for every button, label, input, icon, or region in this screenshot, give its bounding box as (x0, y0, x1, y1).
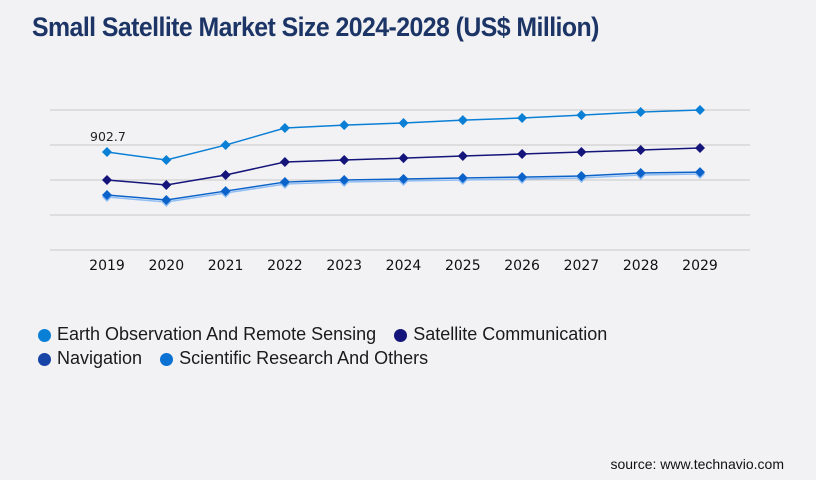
x-tick-label: 2024 (386, 258, 422, 274)
data-point-marker (635, 168, 646, 179)
series-navigation (102, 167, 705, 205)
data-point-marker (339, 175, 350, 185)
data-point-marker (102, 147, 112, 158)
legend-label: Satellite Communication (413, 323, 608, 344)
data-point-marker (161, 155, 172, 166)
data-point-marker (339, 155, 350, 166)
data-point-marker (398, 174, 409, 185)
series-line (106, 109, 701, 161)
data-point-marker (635, 145, 646, 156)
legend-marker-icon (394, 329, 408, 342)
data-point-marker (576, 110, 587, 121)
data-point-marker (517, 172, 528, 183)
x-tick-label: 2028 (623, 258, 659, 274)
legend-marker-icon (38, 329, 51, 342)
x-tick-label: 2023 (326, 258, 362, 274)
data-point-marker (279, 177, 290, 188)
series-lines (102, 105, 705, 208)
data-point-marker (279, 123, 290, 134)
x-tick-label: 2029 (682, 258, 718, 274)
legend-label: Earth Observation And Remote Sensing (57, 323, 377, 344)
x-tick-label: 2019 (89, 258, 125, 274)
data-point-marker (457, 151, 468, 162)
x-tick-label: 2025 (445, 258, 481, 274)
legend-item-scientific-research[interactable]: Scientific Research And Others (160, 348, 428, 369)
x-tick-label: 2027 (564, 258, 600, 274)
data-point-marker (576, 147, 587, 157)
data-point-marker (576, 170, 587, 181)
legend-item-earth-observation[interactable]: Earth Observation And Remote Sensing (38, 324, 376, 345)
data-labels: 902.7 (90, 129, 126, 144)
data-point-marker (398, 118, 409, 129)
data-point-marker (695, 105, 705, 115)
data-point-marker (161, 179, 172, 190)
source-note: source: www.technavio.com (610, 456, 784, 472)
data-point-marker (220, 186, 231, 197)
line-chart: 2019 2020 2021 2022 2023 2024 2025 2026 2027 2028… (50, 105, 750, 274)
data-point-marker (398, 153, 409, 164)
x-axis-ticks: 2019 2020 2021 2022 2023 2024 2025 2026 2027 2028… (89, 258, 718, 274)
data-point-marker (102, 189, 112, 200)
data-point-marker (695, 167, 705, 178)
legend-row: Earth Observation And Remote Sensing Sat… (38, 322, 678, 346)
data-point-marker (635, 107, 646, 118)
data-point-marker (517, 113, 528, 124)
x-tick-label: 2020 (148, 258, 184, 274)
data-point-marker (220, 170, 231, 181)
data-label: 902.7 (90, 129, 126, 144)
data-point-marker (695, 142, 705, 153)
data-point-marker (517, 149, 528, 160)
legend-row: Navigation Scientific Research And Other… (38, 346, 678, 370)
legend: Earth Observation And Remote Sensing Sat… (38, 322, 678, 370)
x-tick-label: 2026 (504, 258, 540, 274)
data-point-marker (457, 173, 468, 184)
data-point-marker (220, 140, 231, 151)
data-point-marker (102, 175, 112, 185)
chart-title: Small Satellite Market Size 2024-2028 (U… (32, 12, 599, 42)
legend-item-satellite-communication[interactable]: Satellite Communication (394, 324, 607, 345)
series-satellite-communication (102, 142, 705, 190)
legend-label: Navigation (57, 347, 143, 368)
legend-marker-icon (38, 353, 51, 366)
legend-marker-icon (160, 353, 174, 366)
data-point-marker (457, 115, 468, 126)
legend-label: Scientific Research And Others (179, 347, 429, 368)
x-tick-label: 2022 (267, 258, 303, 274)
series-earth-observation-and-remote-sensing (102, 105, 705, 166)
legend-item-navigation[interactable]: Navigation (38, 348, 142, 369)
data-point-marker (161, 194, 172, 205)
data-point-marker (339, 120, 350, 131)
data-point-marker (279, 156, 290, 167)
x-tick-label: 2021 (208, 258, 244, 274)
